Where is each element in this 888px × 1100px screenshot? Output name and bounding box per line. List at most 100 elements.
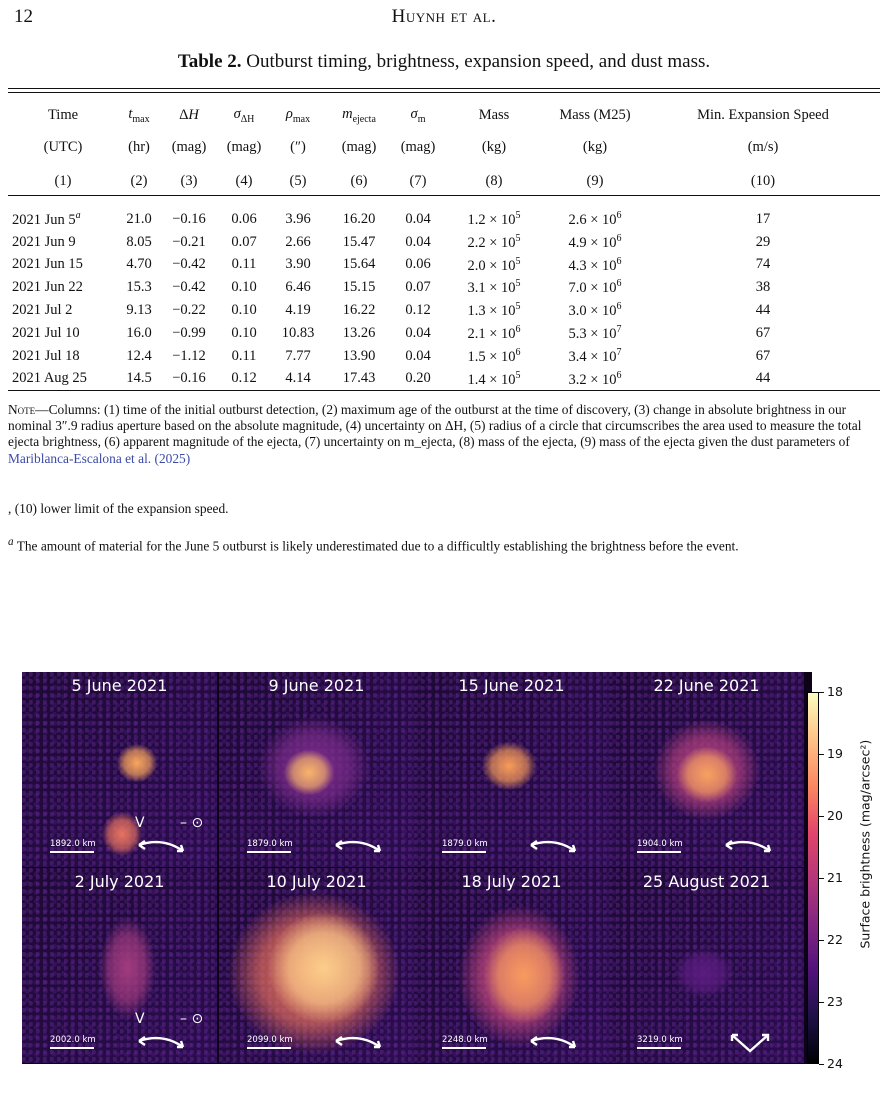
column-unit: (mag)	[400, 138, 436, 155]
table-cell: 16.20	[342, 210, 376, 227]
colorbar-tick-label: 21	[827, 870, 843, 885]
colorbar-tick-label: 19	[827, 746, 843, 761]
panel-title: 22 June 2021	[653, 676, 760, 695]
table-cell: 17	[755, 210, 771, 227]
column-unit: (kg)	[582, 138, 608, 155]
table-cell: 1.4 × 105	[467, 369, 521, 388]
scale-bar	[442, 851, 486, 853]
direction-arrows-icon	[530, 840, 577, 853]
footnote-text: The amount of material for the June 5 ou…	[16, 538, 739, 554]
table-cell: 5.3 × 107	[568, 323, 622, 342]
panel-title: 15 June 2021	[458, 676, 565, 695]
scale-bar	[637, 1047, 681, 1049]
table-cell: −0.16	[172, 370, 206, 387]
table-caption-label: Table 2.	[177, 51, 242, 72]
table-row: 2021 Jul 2 9.13 −0.22 0.10 4.19 16.22 0.12 1.3 …	[8, 299, 880, 322]
column-unit: (mag)	[226, 138, 262, 155]
colorbar-tick-label: 24	[827, 1056, 843, 1071]
column-number: (4)	[235, 172, 253, 189]
table-caption-text: Outburst timing, brightness, expansion s…	[246, 51, 711, 72]
image-panel: 2 July 2021 2002.0 km V – ⊙	[22, 868, 217, 1063]
page-number: 12	[14, 6, 33, 27]
column-number: (2)	[130, 172, 148, 189]
column-unit: (hr)	[128, 138, 150, 155]
column-header: mejecta	[342, 105, 376, 125]
velocity-marker-icon: V	[135, 1011, 145, 1027]
table-header-rule	[8, 195, 880, 196]
scale-label: 1892.0 km	[50, 839, 96, 849]
table-cell: 1.2 × 105	[467, 209, 521, 228]
direction-arrows-icon	[335, 1036, 382, 1049]
row-date: 2021 Jun 15	[12, 256, 83, 273]
table-cell: 12.4	[126, 347, 152, 364]
row-date: 2021 Jun 22	[12, 279, 83, 296]
table-cell: 13.90	[342, 347, 376, 364]
image-panel: 10 July 2021 2099.0 km	[219, 868, 414, 1063]
column-header: Mass	[478, 106, 510, 123]
table-cell: 15.64	[342, 256, 376, 273]
table-cell: 8.05	[126, 233, 152, 250]
table-caption: Table 2. Outburst timing, brightness, ex…	[0, 51, 888, 73]
table-cell: 7.0 × 106	[568, 278, 622, 297]
table-cell: 67	[755, 347, 771, 364]
table-top-rule	[8, 88, 880, 90]
table-cell: 6.46	[285, 279, 311, 296]
scale-bar	[50, 1047, 94, 1049]
panel-title: 18 July 2021	[461, 872, 562, 891]
table-row: 2021 Jul 18 12.4 −1.12 0.11 7.77 13.90 0.04 1.5…	[8, 345, 880, 368]
column-unit: (mag)	[171, 138, 207, 155]
scale-label: 1879.0 km	[442, 839, 488, 849]
colorbar-tick	[819, 692, 824, 693]
table-cell: 4.3 × 106	[568, 255, 622, 274]
table-cell: −0.99	[172, 324, 206, 341]
panel-title: 25 August 2021	[642, 872, 771, 891]
table-footnote: a The amount of material for the June 5 …	[8, 534, 878, 555]
direction-arrows-icon	[730, 1033, 770, 1053]
sun-direction-icon: – ⊙	[180, 815, 204, 831]
table-cell: 2.6 × 106	[568, 209, 622, 228]
panel-title: 2 July 2021	[74, 872, 165, 891]
table-row: 2021 Jun 9 8.05 −0.21 0.07 2.66 15.47 0.04 2.2 …	[8, 231, 880, 254]
table-row: 2021 Jun 5a 21.0 −0.16 0.06 3.96 16.20 0.04 1.2…	[8, 208, 880, 231]
table-cell: 44	[755, 302, 771, 319]
table-cell: 1.5 × 106	[467, 346, 521, 365]
scale-label: 2248.0 km	[442, 1035, 488, 1045]
scale-bar	[442, 1047, 486, 1049]
table-cell: −0.42	[172, 256, 206, 273]
running-header: Huynh et al.	[391, 6, 497, 27]
table-cell: 3.96	[285, 210, 311, 227]
table-cell: 74	[755, 256, 771, 273]
colorbar-tick	[819, 1064, 824, 1065]
coma-blob	[117, 744, 157, 782]
colorbar-tick	[819, 878, 824, 879]
colorbar-tick-label: 20	[827, 808, 843, 823]
table-cell: 9.13	[126, 302, 152, 319]
citation-link[interactable]: Mariblanca-Escalona et al. (2025)	[8, 450, 191, 466]
table-cell: 0.10	[231, 302, 257, 319]
table-cell: 4.9 × 106	[568, 232, 622, 251]
table-cell: 2.66	[285, 233, 311, 250]
coma-blob	[100, 918, 155, 1018]
table-row: 2021 Jun 15 4.70 −0.42 0.11 3.90 15.64 0.06 2.0…	[8, 254, 880, 277]
direction-arrows-icon	[138, 840, 185, 853]
table-cell: 15.15	[342, 279, 376, 296]
row-date: 2021 Jul 18	[12, 347, 80, 364]
table-cell: 0.12	[405, 302, 431, 319]
column-header: ΔH	[179, 106, 199, 123]
column-header: σm	[410, 105, 426, 125]
table-cell: 0.07	[405, 279, 431, 296]
table-cell: 0.06	[231, 210, 257, 227]
sun-direction-icon: – ⊙	[180, 1011, 204, 1027]
coma-blob	[674, 948, 734, 998]
column-unit: (m/s)	[747, 138, 779, 155]
direction-arrows-icon	[335, 840, 382, 853]
table-cell: 0.04	[405, 324, 431, 341]
footnote-marker: a	[8, 536, 14, 548]
column-unit: (UTC)	[43, 138, 83, 155]
table-cell: 0.10	[231, 279, 257, 296]
table-cell: −0.22	[172, 302, 206, 319]
table-cell: 0.10	[231, 324, 257, 341]
scale-label: 1904.0 km	[637, 839, 683, 849]
table-cell: 7.77	[285, 347, 311, 364]
image-panel: 5 June 2021 1892.0 km V – ⊙	[22, 672, 217, 867]
